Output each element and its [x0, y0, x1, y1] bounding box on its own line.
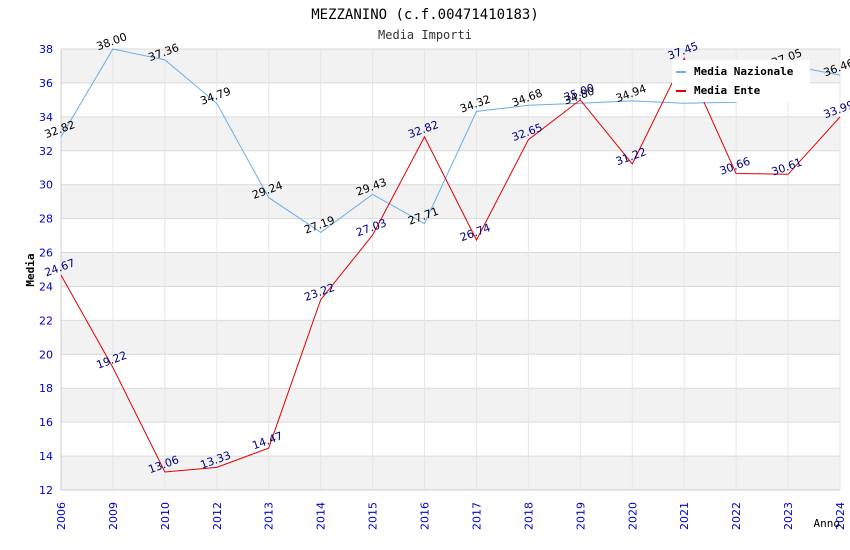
- data-label-nazionale: 34.79: [199, 85, 233, 108]
- data-label-nazionale: 34.32: [458, 93, 492, 116]
- y-tick-label: 32: [39, 145, 53, 158]
- x-tick-label: 2016: [419, 502, 432, 530]
- x-tick-label: 2015: [367, 502, 380, 530]
- background-band: [61, 184, 840, 219]
- y-tick-label: 12: [39, 484, 53, 497]
- y-tick-label: 16: [39, 416, 53, 429]
- y-tick-label: 20: [39, 348, 53, 361]
- y-tick-label: 34: [39, 111, 53, 124]
- background-band: [61, 320, 840, 355]
- data-label-ente: 30.66: [718, 155, 752, 178]
- x-tick-label: 2013: [263, 502, 276, 530]
- data-label-nazionale: 34.68: [510, 87, 544, 110]
- gridlines: [60, 48, 841, 491]
- x-tick-label: 2019: [574, 502, 587, 530]
- x-tick-label: 2024: [834, 502, 847, 530]
- y-axis-label: Media: [24, 253, 37, 286]
- y-tick-label: 14: [39, 450, 53, 463]
- x-tick-label: 2020: [626, 502, 639, 530]
- x-tick-label: 2006: [55, 502, 68, 530]
- x-tick-label: 2023: [782, 502, 795, 530]
- x-tick-label: 2021: [678, 502, 691, 530]
- y-tick-label: 28: [39, 213, 53, 226]
- y-tick-label: 26: [39, 247, 53, 260]
- y-tick-label: 18: [39, 382, 53, 395]
- data-label-ente: 30.61: [770, 156, 804, 179]
- background-band: [61, 252, 840, 287]
- x-axis-label: Anno: [814, 517, 841, 530]
- chart-title: MEZZANINO (c.f.00471410183): [311, 7, 539, 23]
- chart-subtitle: Media Importi: [378, 28, 472, 42]
- x-tick-label: 2012: [211, 502, 224, 530]
- y-tick-label: 22: [39, 314, 53, 327]
- x-tick-label: 2014: [315, 502, 328, 530]
- x-tick-label: 2010: [159, 502, 172, 530]
- y-axis-ticks: 12 14 16 18 20 22 24 26 28 30 32 34 36 38: [39, 43, 53, 497]
- data-label-ente: 26.74: [458, 221, 492, 244]
- y-tick-label: 30: [39, 179, 53, 192]
- x-tick-label: 2022: [730, 502, 743, 530]
- background-band: [61, 388, 840, 423]
- x-tick-label: 2017: [470, 502, 483, 530]
- series-line-media-ente: [60, 57, 841, 473]
- background-band: [61, 456, 840, 490]
- y-tick-label: 24: [39, 280, 53, 293]
- legend-label-nazionale: Media Nazionale: [694, 65, 794, 78]
- legend: Media Nazionale Media Ente: [672, 60, 810, 102]
- legend-label-ente: Media Ente: [694, 84, 761, 97]
- series-line-media-nazionale: [60, 48, 841, 234]
- series-lines: [60, 48, 841, 473]
- x-tick-label: 2009: [107, 502, 120, 530]
- background-bands: [61, 49, 840, 490]
- y-tick-label: 36: [39, 77, 53, 90]
- legend-box: [672, 60, 810, 102]
- x-axis-ticks: 2006 2009 2010 2012 2013 2014 2015 2016 2017 2018…: [55, 502, 847, 530]
- background-band: [61, 116, 840, 151]
- y-tick-label: 38: [39, 43, 53, 56]
- x-tick-label: 2018: [522, 502, 535, 530]
